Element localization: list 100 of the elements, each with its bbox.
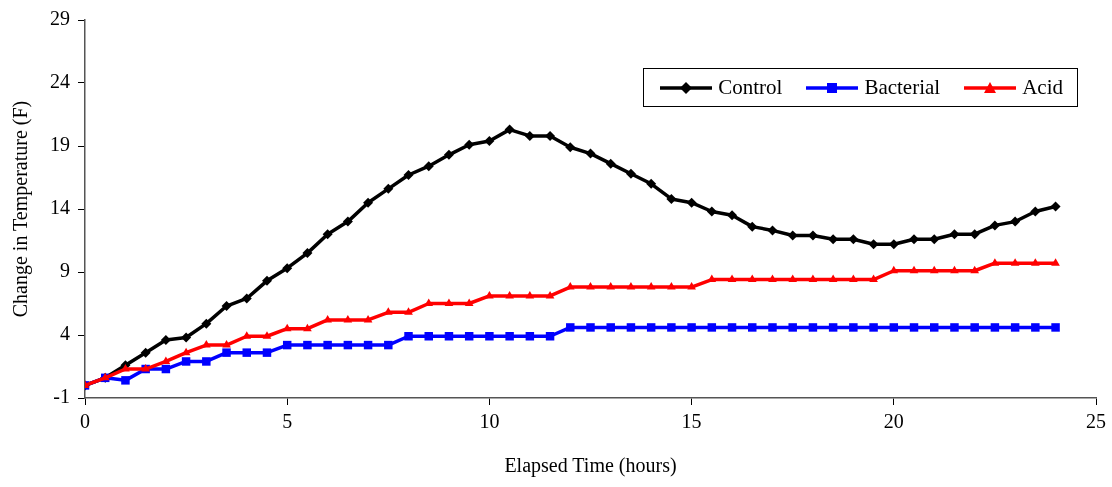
point: [424, 332, 433, 341]
point: [788, 274, 798, 283]
point: [768, 274, 777, 283]
point: [1050, 201, 1061, 212]
point: [545, 130, 556, 141]
point: [909, 323, 919, 332]
point: [646, 323, 656, 332]
point: [384, 340, 393, 350]
point: [989, 220, 1000, 231]
point: [303, 340, 312, 350]
point: [282, 323, 292, 332]
point: [504, 124, 515, 135]
point: [1010, 258, 1020, 266]
point: [970, 265, 980, 274]
legend-label: Control: [718, 75, 783, 100]
point: [323, 340, 332, 350]
y-tick-label: 14: [50, 196, 70, 219]
point: [282, 263, 293, 274]
point: [202, 357, 211, 366]
x-tick-label: 0: [80, 410, 90, 433]
point: [464, 298, 474, 306]
point: [464, 332, 474, 341]
point: [808, 323, 818, 332]
point: [1010, 216, 1021, 227]
point: [121, 376, 130, 385]
point: [646, 282, 656, 290]
point: [545, 332, 555, 341]
point: [1051, 258, 1060, 266]
point: [363, 197, 374, 208]
point: [828, 274, 838, 283]
point: [747, 274, 757, 283]
point: [464, 139, 475, 150]
x-tick-label: 15: [681, 410, 702, 433]
point: [484, 135, 495, 146]
point: [970, 323, 979, 332]
point: [342, 216, 353, 227]
point: [727, 323, 737, 332]
point: [727, 210, 738, 221]
point: [201, 318, 212, 329]
point: [686, 197, 697, 208]
point: [950, 265, 959, 274]
point: [140, 347, 151, 358]
x-tick-label: 5: [282, 410, 293, 433]
point: [242, 348, 251, 357]
y-tick-label: 19: [50, 133, 70, 156]
point: [849, 323, 858, 332]
point: [727, 274, 737, 283]
point: [222, 348, 231, 357]
point: [363, 314, 373, 323]
point: [121, 364, 130, 372]
y-tick-label: 4: [60, 322, 70, 345]
point: [525, 332, 535, 341]
point: [585, 148, 596, 159]
point: [322, 229, 333, 240]
point: [545, 290, 555, 299]
point: [667, 323, 676, 332]
point: [706, 206, 717, 217]
point: [586, 323, 595, 332]
y-axis-title: Change in Temperature (F): [9, 100, 33, 318]
point: [262, 348, 272, 357]
point: [485, 332, 494, 341]
point: [606, 323, 615, 332]
point: [666, 193, 677, 204]
point: [869, 323, 878, 332]
point: [261, 275, 272, 286]
point: [767, 225, 778, 236]
point: [423, 161, 434, 172]
point: [444, 332, 454, 341]
point: [768, 323, 777, 332]
point: [485, 290, 494, 299]
point: [181, 357, 191, 366]
point: [625, 168, 636, 179]
point: [849, 274, 858, 283]
point: [1031, 258, 1040, 266]
point: [303, 323, 312, 332]
point: [1031, 323, 1040, 332]
point: [788, 323, 797, 332]
point: [586, 282, 595, 290]
point: [828, 323, 838, 332]
point: [848, 234, 859, 245]
x-tick-label: 20: [883, 410, 904, 433]
x-axis-title: Elapsed Time (hours): [504, 454, 677, 478]
point: [1051, 323, 1060, 332]
point: [869, 274, 878, 283]
point: [443, 149, 454, 160]
point: [524, 130, 535, 141]
y-tick-label: 9: [60, 259, 70, 282]
point: [565, 142, 576, 153]
point: [909, 265, 919, 274]
legend-label: Acid: [1022, 75, 1063, 100]
point: [930, 323, 939, 332]
point: [626, 323, 636, 332]
point: [1030, 206, 1041, 217]
point: [343, 314, 353, 323]
point: [687, 323, 696, 332]
point: [950, 323, 959, 332]
point: [667, 282, 676, 290]
point: [444, 298, 454, 306]
point: [404, 307, 413, 315]
point: [626, 282, 636, 290]
